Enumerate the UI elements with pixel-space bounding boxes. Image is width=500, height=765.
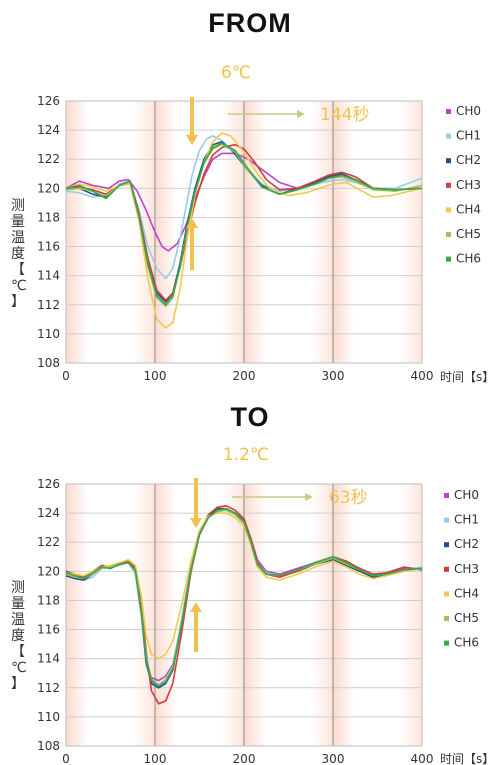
y-tick-label: 112: [37, 681, 60, 695]
legend-swatch-ch3: [446, 182, 451, 188]
shade-band: [400, 484, 422, 746]
shade-band: [400, 101, 422, 363]
x-tick-label: 100: [144, 369, 167, 383]
annotation-recovery-time: 144秒: [320, 105, 369, 125]
annotation-recovery-time: 63秒: [329, 488, 368, 508]
shade-band: [66, 484, 88, 746]
y-axis-label: 测量温度【℃】: [11, 580, 27, 692]
series-line-ch6: [65, 507, 423, 688]
chart-panel-0: 108 110 112 114 116 118 120 122 124 126 0 100 200 300…: [11, 63, 494, 384]
legend-swatch-ch0: [444, 493, 449, 498]
x-axis-label: 时间【s】: [440, 370, 494, 384]
y-tick-label: 108: [37, 356, 60, 370]
shade-band: [311, 101, 333, 363]
legend-swatch-ch5: [444, 616, 449, 621]
legend-label-ch6: CH6: [454, 636, 479, 650]
plot-frame: [65, 483, 423, 747]
legend-label-ch1: CH1: [456, 129, 481, 143]
legend-label-ch3: CH3: [456, 178, 481, 192]
x-tick-label: 400: [411, 752, 434, 765]
y-tick-label: 122: [37, 152, 60, 166]
x-tick-label: 200: [233, 369, 256, 383]
legend-label-ch3: CH3: [454, 562, 479, 576]
legend-swatch-ch3: [444, 566, 449, 572]
legend-swatch-ch4: [444, 591, 449, 597]
shade-band: [155, 484, 177, 746]
x-tick-label: 300: [322, 752, 345, 765]
legend-swatch-ch4: [446, 207, 451, 213]
legend-label-ch5: CH5: [456, 227, 481, 241]
y-tick-label: 126: [37, 94, 60, 108]
legend-label-ch5: CH5: [454, 611, 479, 625]
y-tick-label: 124: [37, 506, 60, 520]
y-tick-label: 112: [37, 298, 60, 312]
annotation-temperature-delta: 1.2℃: [223, 445, 269, 465]
shade-band: [311, 484, 333, 746]
shade-band: [155, 101, 177, 363]
series-line-ch4: [65, 512, 423, 660]
series-line-ch6: [65, 142, 423, 306]
plot-frame: [65, 100, 423, 364]
arrow-right-head-icon: [305, 493, 313, 501]
series-line-ch4: [65, 132, 423, 329]
y-tick-label: 108: [37, 739, 60, 753]
y-tick-label: 122: [37, 535, 60, 549]
legend-swatch-ch1: [446, 133, 451, 139]
shade-band: [66, 101, 88, 363]
chart-panel-1: 108 110 112 114 116 118 120 122 124 126 0 100 200 300…: [11, 445, 494, 765]
x-axis-label: 时间【s】: [440, 752, 494, 765]
shade-band: [333, 484, 355, 746]
shade-band: [222, 101, 244, 363]
x-tick-label: 100: [144, 752, 167, 765]
x-tick-label: 0: [62, 752, 70, 765]
legend-swatch-ch5: [446, 232, 451, 237]
y-tick-label: 116: [37, 623, 60, 637]
y-tick-label: 118: [37, 593, 60, 607]
x-tick-label: 0: [62, 369, 70, 383]
shade-band: [244, 101, 266, 363]
legend-label-ch0: CH0: [456, 104, 481, 118]
y-tick-label: 120: [37, 181, 60, 195]
shade-band: [222, 484, 244, 746]
x-tick-label: 200: [233, 752, 256, 765]
panel-title-from: FROM: [208, 8, 292, 38]
legend-swatch-ch6: [446, 256, 451, 262]
legend-swatch-ch0: [446, 109, 451, 114]
y-tick-label: 110: [37, 710, 60, 724]
legend-label-ch4: CH4: [456, 202, 481, 216]
arrow-up-head-icon: [190, 602, 202, 612]
arrow-down-head-icon: [186, 135, 198, 145]
y-tick-label: 114: [37, 269, 60, 283]
legend-swatch-ch2: [446, 158, 451, 164]
y-tick-label: 116: [37, 240, 60, 254]
legend-label-ch4: CH4: [454, 586, 479, 600]
shade-band: [333, 101, 355, 363]
arrow-right-head-icon: [297, 110, 305, 118]
y-tick-label: 126: [37, 477, 60, 491]
y-tick-label: 110: [37, 327, 60, 341]
legend-swatch-ch1: [444, 517, 449, 523]
arrow-down-head-icon: [190, 518, 202, 528]
arrow-up-head-icon: [186, 218, 198, 228]
y-tick-label: 114: [37, 652, 60, 666]
x-tick-label: 400: [411, 369, 434, 383]
legend-label-ch2: CH2: [456, 153, 481, 167]
y-tick-label: 120: [37, 564, 60, 578]
shade-band: [244, 484, 266, 746]
panel-title-to: TO: [230, 402, 270, 432]
legend-swatch-ch6: [444, 640, 449, 646]
legend-label-ch0: CH0: [454, 488, 479, 502]
annotation-temperature-delta: 6℃: [221, 63, 251, 83]
legend-label-ch2: CH2: [454, 537, 479, 551]
y-tick-label: 118: [37, 210, 60, 224]
legend-label-ch1: CH1: [454, 513, 479, 527]
x-tick-label: 300: [322, 369, 345, 383]
y-tick-label: 124: [37, 123, 60, 137]
legend-swatch-ch2: [444, 542, 449, 548]
y-axis-label: 测量温度【℃】: [11, 198, 27, 310]
legend-label-ch6: CH6: [456, 252, 481, 266]
